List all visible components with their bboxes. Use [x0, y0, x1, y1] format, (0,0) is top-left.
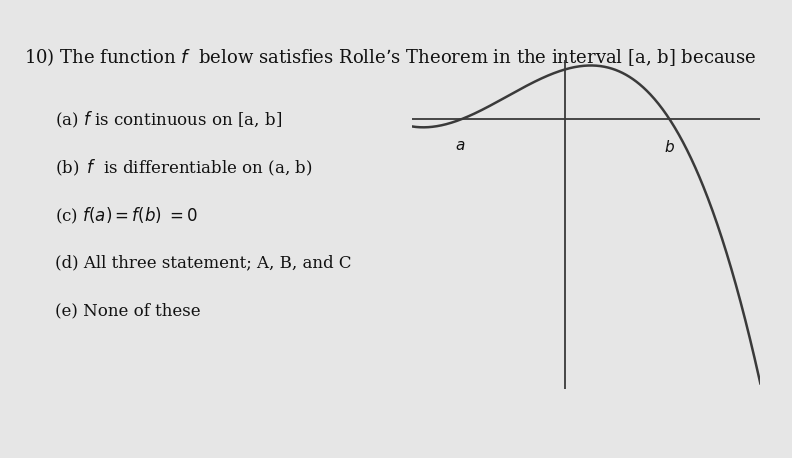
- Text: (e) None of these: (e) None of these: [55, 302, 201, 319]
- Text: (d) All three statement; A, B, and C: (d) All three statement; A, B, and C: [55, 254, 352, 271]
- Text: $b$: $b$: [664, 139, 676, 155]
- Text: (b) $\,f$  is differentiable on (a, b): (b) $\,f$ is differentiable on (a, b): [55, 158, 313, 178]
- Text: (c) $f(a) = f(b)\; = 0$: (c) $f(a) = f(b)\; = 0$: [55, 206, 198, 226]
- Text: $a$: $a$: [455, 139, 466, 153]
- Text: (a) $f$ is continuous on [a, b]: (a) $f$ is continuous on [a, b]: [55, 110, 283, 130]
- Text: 10) The function $f$  below satisfies Rolle’s Theorem in the interval [a, b] bec: 10) The function $f$ below satisfies Rol…: [24, 46, 756, 68]
